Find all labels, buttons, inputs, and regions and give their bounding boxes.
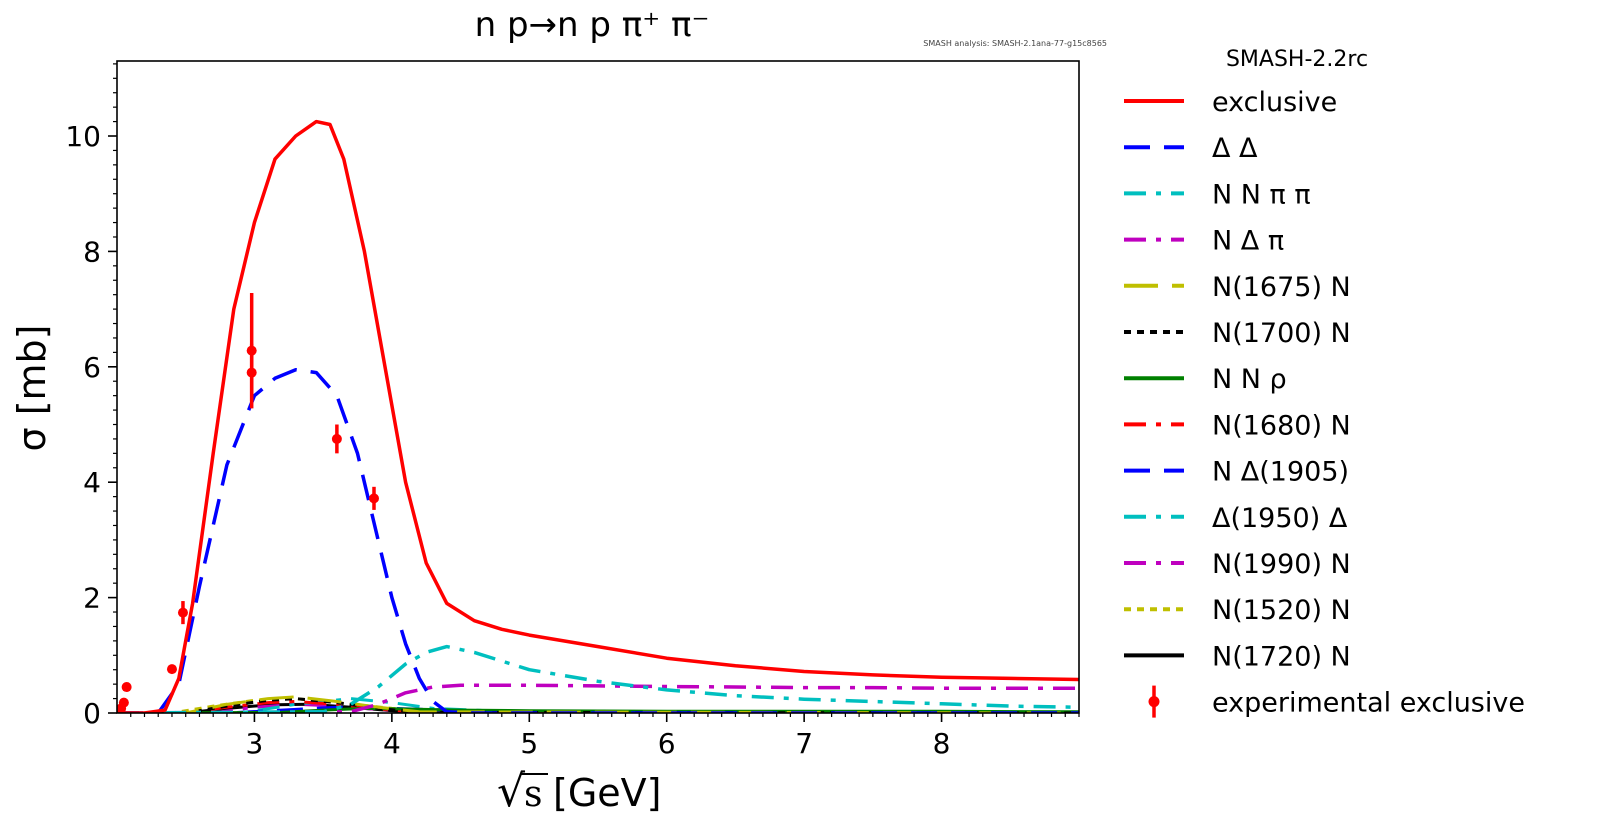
legend-entry-experimental: experimental exclusive [1148, 685, 1525, 719]
legend-label: N N ρ [1212, 364, 1287, 395]
legend-label: N(1720) N [1212, 641, 1351, 672]
experimental-marker [121, 682, 132, 693]
experimental-point [177, 601, 188, 625]
series-1-line [117, 367, 1079, 713]
legend: exclusive Δ Δ N N π π N Δ π N(1675) N N(1700)… [1124, 87, 1525, 719]
x-axis-label: √ s [GeV] [497, 766, 661, 817]
y-tick-label: 6 [83, 351, 101, 384]
analysis-annotation: SMASH analysis: SMASH-2.1ana-77-g15c8565 [923, 39, 1107, 48]
legend-entry: N(1990) N [1124, 549, 1351, 580]
y-tick-label: 2 [83, 582, 101, 615]
x-axis-label-unit: [GeV] [553, 771, 661, 815]
x-tick-label: 4 [383, 727, 401, 760]
legend-label: Δ(1950) Δ [1212, 503, 1348, 534]
legend-label: N(1675) N [1212, 272, 1351, 303]
legend-label: N(1990) N [1212, 549, 1351, 580]
experimental-point [121, 682, 132, 693]
x-axis: 3 4 5 6 7 8 [130, 713, 1080, 760]
y-tick-label: 0 [83, 697, 101, 730]
plot-frame [116, 60, 1080, 714]
legend-entry: N Δ π [1124, 226, 1284, 257]
plot-area [117, 119, 1079, 713]
chart-title: n p→n p π⁺ π⁻ [475, 5, 710, 45]
experimental-marker [246, 345, 257, 356]
experimental-marker [118, 697, 129, 708]
experimental-point [118, 697, 129, 708]
legend-marker [1148, 696, 1160, 708]
x-tick-label: 8 [933, 727, 951, 760]
legend-entry: N(1520) N [1124, 595, 1351, 626]
experimental-point [368, 486, 379, 510]
experimental-marker [166, 664, 177, 675]
legend-label: experimental exclusive [1212, 688, 1525, 719]
legend-entry: Δ Δ [1124, 133, 1258, 164]
y-tick-label: 10 [65, 120, 101, 153]
series-0-line [117, 119, 1079, 713]
y-tick-label: 4 [83, 466, 101, 499]
x-tick-label: 5 [520, 727, 538, 760]
legend-label: N N π π [1212, 179, 1311, 210]
legend-entry: N(1680) N [1124, 410, 1351, 441]
legend-label: exclusive [1212, 87, 1337, 118]
legend-entry: Δ(1950) Δ [1124, 503, 1348, 534]
legend-entry: N N π π [1124, 179, 1311, 210]
experimental-marker [177, 607, 188, 618]
x-axis-label-var: s [524, 774, 542, 815]
legend-entry: N N ρ [1124, 364, 1287, 395]
x-tick-label: 6 [658, 727, 676, 760]
legend-title: SMASH-2.2rc [1226, 47, 1368, 72]
y-axis-label: σ [mb] [10, 325, 54, 452]
legend-entry: N(1700) N [1124, 318, 1351, 349]
legend-entry: N(1675) N [1124, 272, 1351, 303]
experimental-point [246, 292, 257, 409]
legend-entry: N Δ(1905) [1124, 457, 1349, 488]
legend-entry: exclusive [1124, 87, 1337, 118]
experimental-point [166, 664, 177, 675]
legend-label: N(1520) N [1212, 595, 1351, 626]
legend-label: N Δ π [1212, 226, 1284, 257]
legend-label: N Δ(1905) [1212, 457, 1349, 488]
y-axis: 0 2 4 6 8 10 [65, 63, 117, 730]
legend-label: N(1700) N [1212, 318, 1351, 349]
experimental-marker [368, 493, 379, 504]
experimental-point [331, 424, 342, 454]
x-tick-label: 7 [795, 727, 813, 760]
series-4-line [117, 695, 1079, 713]
y-tick-label: 8 [83, 235, 101, 268]
legend-label: Δ Δ [1212, 133, 1258, 164]
x-tick-label: 3 [246, 727, 264, 760]
legend-entry: N(1720) N [1124, 641, 1351, 672]
experimental-marker [331, 433, 342, 444]
legend-label: N(1680) N [1212, 410, 1351, 441]
